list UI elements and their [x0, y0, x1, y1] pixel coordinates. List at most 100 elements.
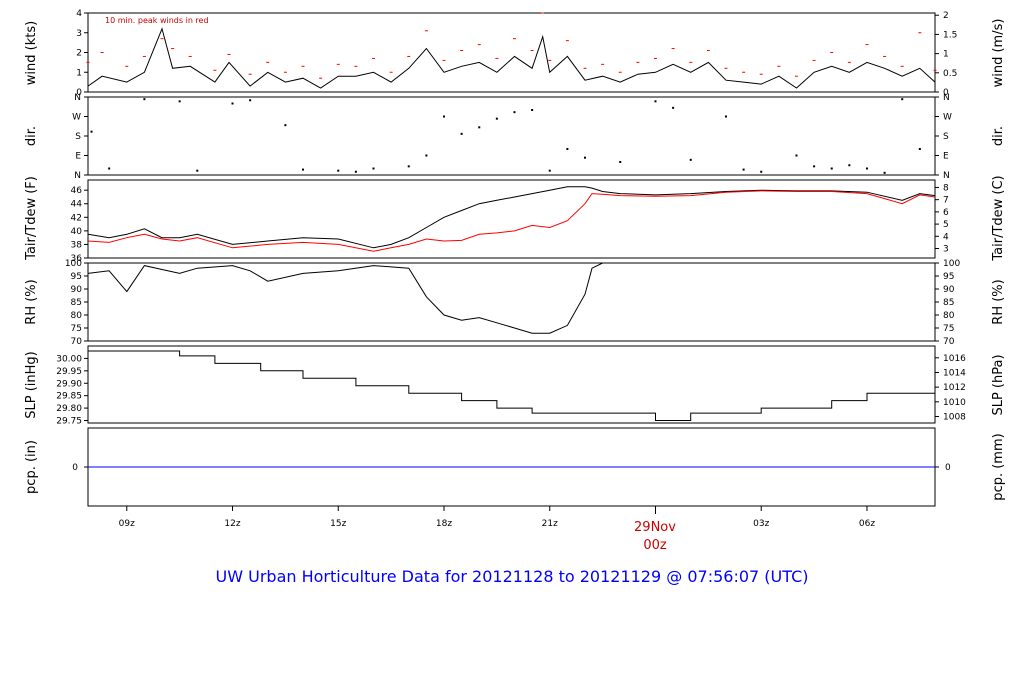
dir-point [830, 167, 833, 170]
slp-series-line [88, 350, 935, 421]
time-tick-label: 21z [542, 519, 558, 529]
wind-note: 10 min. peak winds in red [105, 16, 209, 25]
rh-y2tick-label: 100 [943, 259, 960, 269]
dir-panel-frame [87, 96, 936, 176]
dir-ytick-label: S [75, 132, 81, 142]
dir-point [654, 100, 657, 103]
rh-series-line [87, 262, 935, 334]
dir-ytick-label: N [74, 93, 81, 103]
panel-frames [87, 12, 936, 507]
date-marker-day: 29Nov [634, 520, 676, 535]
wind-y2tick-label: 1 [943, 50, 949, 60]
dir-point [495, 117, 498, 120]
wind-ylabel-left: wind (kts) [24, 21, 39, 85]
wind-ytick-label: 0 [76, 88, 82, 98]
temp-y2tick-label: 4 [943, 232, 949, 242]
dir-point [407, 165, 410, 168]
temp-ytick-label: 38 [71, 240, 83, 250]
slp-y2tick-label: 1010 [943, 398, 966, 408]
pcp-y2tick-label: 0 [945, 463, 951, 473]
wind-series-line [87, 27, 936, 89]
dir-point [865, 167, 868, 170]
dir-point [372, 167, 375, 170]
slp-ytick-label: 29.85 [56, 392, 82, 402]
dir-point [918, 148, 921, 150]
slp-ylabel-left: SLP (inHg) [24, 351, 39, 419]
wind-y2tick-label: 2 [943, 11, 949, 21]
dir-point [583, 156, 586, 159]
wind-ytick-label: 1 [76, 68, 82, 78]
dir-point [531, 109, 534, 111]
temp-y2tick-label: 8 [943, 183, 949, 193]
date-marker-hour: 00z [643, 538, 667, 553]
wind-panel-frame [87, 12, 936, 93]
rh-ytick-label: 80 [71, 311, 83, 321]
dir-point [443, 115, 446, 118]
temp-y2tick-label: 7 [943, 196, 949, 206]
rh-ytick-label: 100 [65, 259, 82, 269]
dir-point [513, 111, 516, 114]
dir-point [795, 154, 798, 157]
temp-ytick-label: 40 [71, 227, 83, 237]
slp-y2tick-label: 1008 [943, 412, 966, 422]
dir-ytick-label: E [75, 152, 81, 162]
wind-y2tick-label: 0.5 [943, 69, 957, 79]
dir-point [337, 169, 340, 172]
slp-ytick-label: 29.90 [56, 379, 82, 389]
dir-point [284, 124, 287, 127]
dir-point [178, 100, 181, 103]
temp-ylabel-left: Tair/Tdew (F) [24, 176, 39, 261]
temp-ytick-label: 46 [71, 186, 83, 196]
rh-ytick-label: 70 [71, 337, 83, 347]
dir-point [354, 170, 357, 173]
dir-point [425, 154, 428, 157]
dir-y2tick-label: N [943, 171, 950, 181]
dir-point [689, 158, 692, 161]
slp-ylabel-right: SLP (hPa) [991, 354, 1006, 415]
rh-ylabel-right: RH (%) [991, 279, 1006, 324]
wind-y2tick-label: 1.5 [943, 30, 957, 40]
rh-y2tick-label: 80 [943, 311, 955, 321]
time-tick-label: 06z [859, 519, 875, 529]
temp-ytick-label: 36 [71, 254, 83, 264]
time-tick-label: 15z [330, 519, 346, 529]
tair-series-line [87, 186, 936, 249]
temp-y2tick-label: 5 [943, 220, 949, 230]
pcp-ytick-label: 0 [72, 463, 78, 473]
dir-ytick-label: N [74, 171, 81, 181]
temp-y2tick-label: 6 [943, 208, 949, 218]
rh-y2tick-label: 90 [943, 285, 955, 295]
dir-point [460, 132, 463, 135]
temp-panel-frame [87, 179, 936, 259]
dir-point [90, 130, 93, 133]
rh-ytick-label: 75 [71, 324, 82, 334]
slp-y2tick-label: 1014 [943, 368, 966, 378]
time-tick-label: 09z [119, 519, 135, 529]
wind-y2tick-label: 0 [943, 88, 949, 98]
pcp-ylabel-right: pcp. (mm) [991, 433, 1006, 500]
temp-ylabel-right: Tair/Tdew (C) [991, 175, 1006, 261]
dir-point [196, 169, 199, 172]
dir-point [548, 169, 551, 172]
rh-y2tick-label: 75 [943, 324, 954, 334]
slp-ytick-label: 29.95 [56, 367, 82, 377]
dir-point [724, 115, 727, 118]
rh-ytick-label: 90 [71, 285, 83, 295]
time-tick-label: 18z [436, 519, 452, 529]
slp-panel-frame [87, 345, 936, 424]
slp-y2tick-label: 1016 [943, 354, 966, 364]
dir-point [302, 168, 305, 171]
dir-ytick-label: W [72, 113, 81, 123]
dir-point [672, 106, 675, 109]
slp-ytick-label: 29.80 [56, 404, 82, 414]
temp-ytick-label: 42 [71, 213, 82, 223]
dir-point [619, 161, 622, 163]
temp-y2tick-label: 3 [943, 245, 949, 255]
figure-title: UW Urban Horticulture Data for 20121128 … [216, 567, 809, 586]
dir-point [813, 165, 816, 168]
dir-point [231, 102, 234, 105]
dir-point [108, 167, 111, 170]
slp-y2tick-label: 1012 [943, 383, 966, 393]
wind-ylabel-right: wind (m/s) [991, 19, 1006, 88]
